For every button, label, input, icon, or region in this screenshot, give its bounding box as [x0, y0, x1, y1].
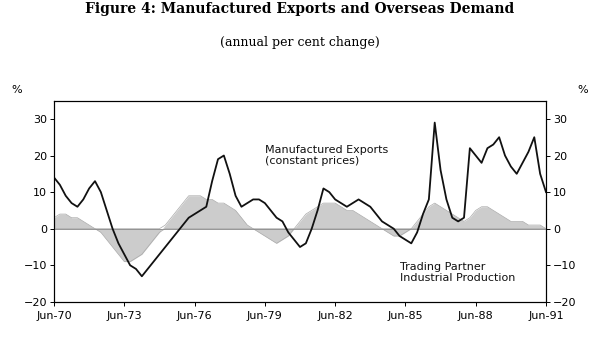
Text: Manufactured Exports
(constant prices): Manufactured Exports (constant prices) — [265, 145, 388, 167]
Text: Trading Partner
Industrial Production: Trading Partner Industrial Production — [400, 262, 515, 283]
Text: Figure 4: Manufactured Exports and Overseas Demand: Figure 4: Manufactured Exports and Overs… — [85, 2, 515, 16]
Text: (annual per cent change): (annual per cent change) — [220, 36, 380, 49]
Text: %: % — [578, 85, 588, 95]
Text: %: % — [12, 85, 22, 95]
